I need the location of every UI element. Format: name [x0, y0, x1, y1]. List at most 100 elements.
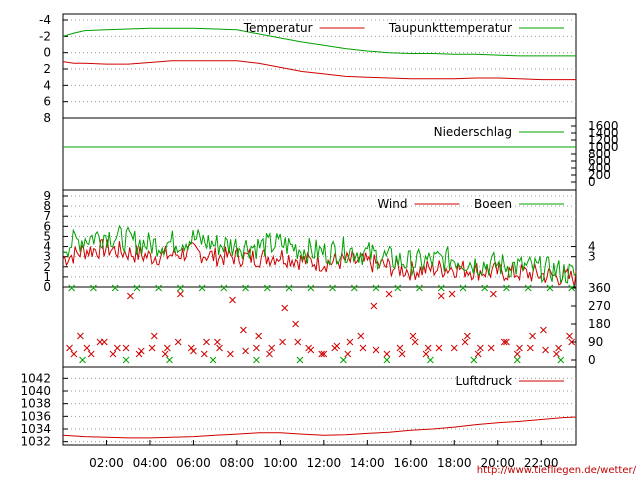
- direction-point: [490, 290, 497, 298]
- direction-point: [383, 350, 391, 358]
- y2-tick-label: 200: [588, 168, 611, 182]
- y2-tick-label: 270: [588, 299, 611, 313]
- y-tick-label: 1042: [20, 371, 51, 385]
- direction-point: [424, 344, 432, 352]
- legend-label: Boeen: [474, 197, 512, 211]
- direction-point: [546, 284, 554, 292]
- legend-label: Taupunkttemperatur: [388, 21, 512, 35]
- y2-tick-label: 4: [588, 240, 596, 254]
- x-tick-label: 22:00: [524, 456, 559, 470]
- direction-point: [331, 344, 339, 352]
- direction-point: [568, 284, 576, 292]
- direction-point: [203, 338, 210, 346]
- direction-point: [503, 284, 510, 292]
- direction-point: [135, 350, 143, 358]
- direction-point: [242, 347, 249, 355]
- y-tick-label: 1: [43, 270, 51, 284]
- direction-point: [294, 338, 302, 346]
- direction-point: [87, 350, 95, 358]
- direction-point: [227, 350, 234, 358]
- direction-point: [409, 332, 417, 340]
- direction-point: [566, 332, 573, 340]
- direction-point: [481, 284, 489, 292]
- y-tick-label: 1034: [20, 422, 51, 436]
- x-tick-label: 02:00: [89, 456, 124, 470]
- direction-point: [435, 344, 443, 352]
- direction-point: [113, 344, 121, 352]
- y-tick-label: 1038: [20, 397, 51, 411]
- direction-point: [500, 338, 508, 346]
- source-url[interactable]: http://www.tiefliegen.de/wetter/: [476, 465, 636, 476]
- direction-point: [437, 284, 445, 292]
- direction-point: [77, 332, 84, 340]
- series-line-wind: [62, 238, 577, 288]
- direction-point: [148, 344, 156, 352]
- direction-point: [122, 356, 130, 364]
- direction-point: [240, 326, 247, 334]
- direction-point: [396, 344, 404, 352]
- series-line-luftdruck: [62, 416, 577, 439]
- y2-tick-label: 0: [588, 175, 596, 189]
- x-tick-label: 12:00: [307, 456, 342, 470]
- x-tick-label: 08:00: [220, 456, 255, 470]
- y-tick-label: 8: [43, 111, 51, 125]
- direction-point: [320, 350, 328, 358]
- y-tick-label: 2: [43, 260, 51, 274]
- direction-point: [285, 284, 293, 292]
- direction-point: [216, 344, 223, 352]
- y-tick-label: 1040: [20, 384, 51, 398]
- direction-point: [79, 356, 86, 364]
- direction-point: [529, 332, 536, 340]
- direction-point: [292, 320, 299, 328]
- direction-point: [133, 284, 141, 292]
- direction-point: [83, 344, 91, 352]
- direction-point: [150, 332, 158, 340]
- y2-tick-label: 1000: [588, 140, 619, 154]
- y2-tick-label: 800: [588, 147, 611, 161]
- x-tick-label: 06:00: [176, 456, 211, 470]
- direction-point: [266, 350, 273, 358]
- y-tick-label: 4: [43, 78, 51, 92]
- y-tick-label: 9: [43, 189, 51, 203]
- direction-point: [229, 296, 236, 304]
- legend-label: Temperatur: [243, 21, 313, 35]
- direction-point: [163, 344, 171, 352]
- y2-tick-label: 600: [588, 154, 611, 168]
- y-tick-label: 8: [43, 199, 51, 213]
- direction-point: [416, 284, 423, 292]
- y2-tick-label: 1200: [588, 133, 619, 147]
- direction-point: [357, 332, 365, 340]
- direction-point: [68, 284, 76, 292]
- direction-point: [187, 344, 195, 352]
- y2-tick-label: 1600: [588, 119, 619, 133]
- direction-point: [557, 356, 565, 364]
- direction-point: [437, 292, 445, 300]
- direction-point: [318, 350, 326, 358]
- direction-point: [359, 344, 367, 352]
- direction-point: [385, 290, 393, 298]
- y-tick-label: 1036: [20, 409, 51, 423]
- direction-point: [111, 284, 119, 292]
- direction-point: [470, 356, 478, 364]
- y-tick-label: -4: [39, 13, 51, 27]
- direction-point: [96, 338, 104, 346]
- direction-point: [213, 338, 221, 346]
- direction-point: [540, 326, 547, 334]
- direction-point: [296, 356, 304, 364]
- direction-point: [90, 284, 97, 292]
- y-tick-label: 4: [43, 240, 51, 254]
- direction-point: [568, 338, 576, 346]
- direction-point: [555, 344, 562, 352]
- direction-point: [253, 344, 260, 352]
- y2-tick-label: 90: [588, 335, 603, 349]
- direction-point: [553, 350, 560, 358]
- y-tick-label: 2: [43, 62, 51, 76]
- direction-point: [109, 350, 117, 358]
- direction-point: [487, 344, 495, 352]
- y2-tick-label: 360: [588, 281, 611, 295]
- y-tick-label: -2: [39, 29, 51, 43]
- direction-point: [526, 344, 534, 352]
- legend-label: Niederschlag: [434, 125, 512, 139]
- direction-point: [542, 346, 549, 354]
